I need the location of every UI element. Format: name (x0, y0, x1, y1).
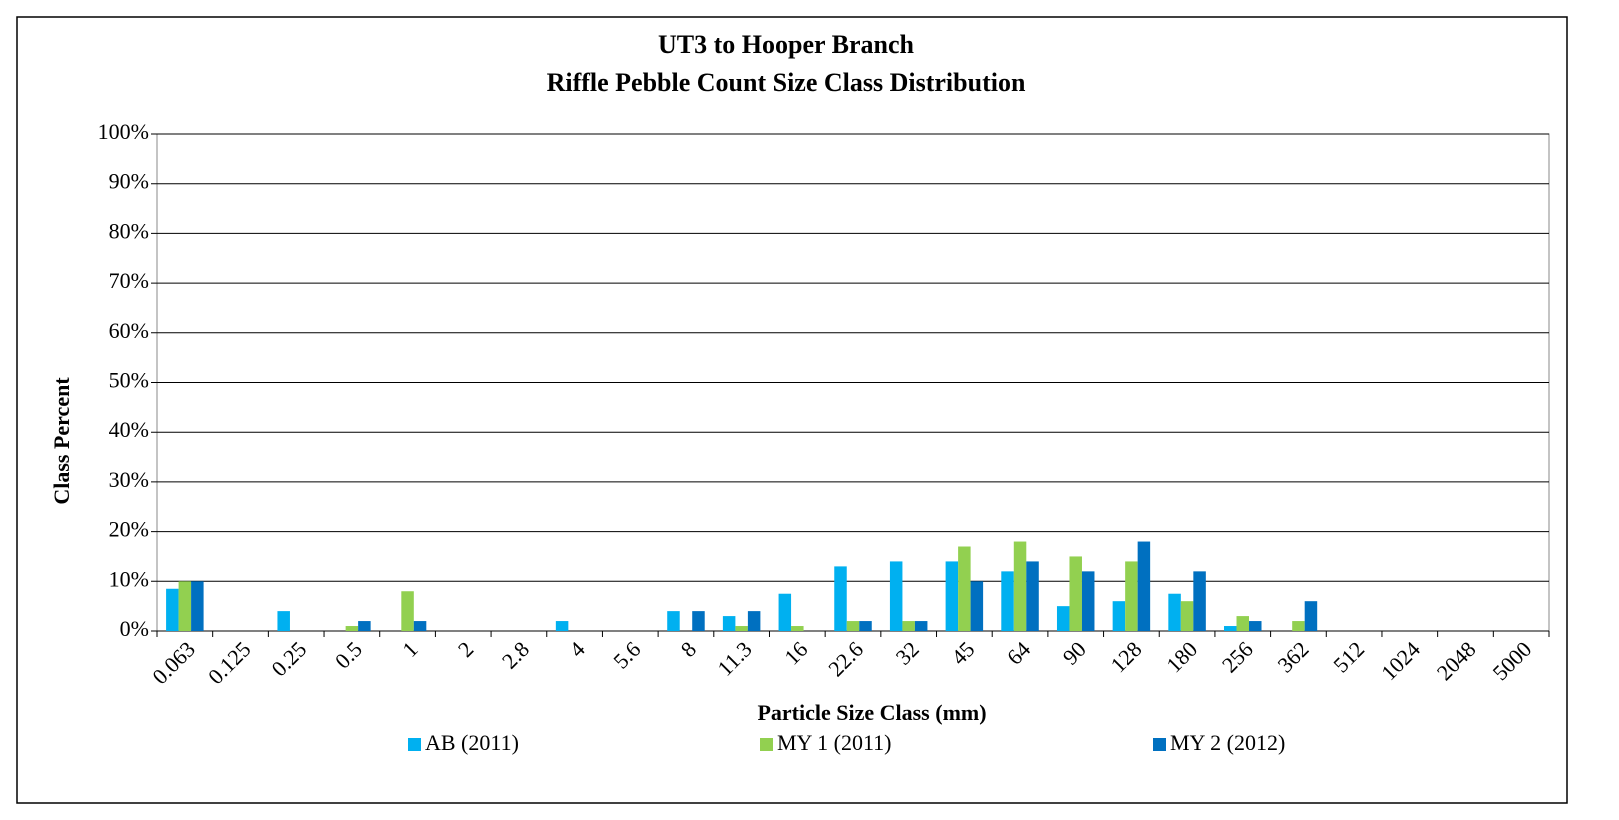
y-tick-label: 50% (109, 368, 149, 393)
bar (191, 581, 204, 631)
bar (914, 621, 928, 631)
bar (722, 616, 736, 631)
bar (1193, 571, 1206, 631)
y-tick-label: 70% (109, 268, 149, 293)
bar (1180, 601, 1194, 631)
bar (692, 611, 705, 631)
bar (1137, 541, 1151, 631)
y-tick-label: 0% (120, 616, 149, 641)
bar (1125, 561, 1138, 631)
bar (1001, 571, 1014, 631)
bar (735, 626, 748, 631)
bar (970, 581, 984, 631)
bar (747, 611, 761, 631)
bar (834, 566, 847, 631)
bar (345, 626, 359, 631)
bar (358, 621, 371, 631)
bar (178, 581, 192, 631)
bar (902, 621, 915, 631)
bar (401, 591, 414, 631)
bar (555, 621, 569, 631)
y-tick-label: 30% (109, 467, 149, 492)
bar (1056, 606, 1070, 631)
bar (1013, 541, 1027, 631)
bar (1236, 616, 1250, 631)
bar (1249, 621, 1262, 631)
bar (1292, 621, 1305, 631)
bar (889, 561, 903, 631)
legend-swatch (408, 738, 421, 751)
bar (859, 621, 872, 631)
legend-label: MY 1 (2011) (777, 730, 891, 755)
bar (1081, 571, 1095, 631)
y-axis-label: Class Percent (49, 377, 74, 505)
bar (413, 621, 427, 631)
y-tick-label: 20% (109, 517, 149, 542)
bar (945, 561, 959, 631)
chart-title: UT3 to Hooper Branch (658, 30, 914, 59)
legend-swatch (1153, 738, 1166, 751)
bar (1112, 601, 1126, 631)
y-tick-label: 100% (98, 119, 149, 144)
bar (166, 588, 179, 631)
bar (958, 546, 971, 631)
bar (846, 621, 860, 631)
y-tick-label: 80% (109, 218, 149, 243)
x-axis-label: Particle Size Class (mm) (757, 700, 986, 725)
y-tick-label: 60% (109, 318, 149, 343)
bar (1304, 601, 1318, 631)
y-tick-label: 90% (109, 169, 149, 194)
bar (791, 626, 804, 631)
bar (277, 611, 290, 631)
bar (1168, 593, 1181, 631)
legend-swatch (760, 738, 773, 751)
legend-label: MY 2 (2012) (1170, 730, 1285, 755)
bar (1224, 626, 1237, 631)
bar (667, 611, 680, 631)
bar (1026, 561, 1039, 631)
y-tick-label: 10% (109, 566, 149, 591)
chart-subtitle: Riffle Pebble Count Size Class Distribut… (547, 68, 1026, 97)
bar (1069, 556, 1082, 631)
y-tick-label: 40% (109, 417, 149, 442)
legend-label: AB (2011) (425, 730, 519, 755)
bar (778, 593, 792, 631)
